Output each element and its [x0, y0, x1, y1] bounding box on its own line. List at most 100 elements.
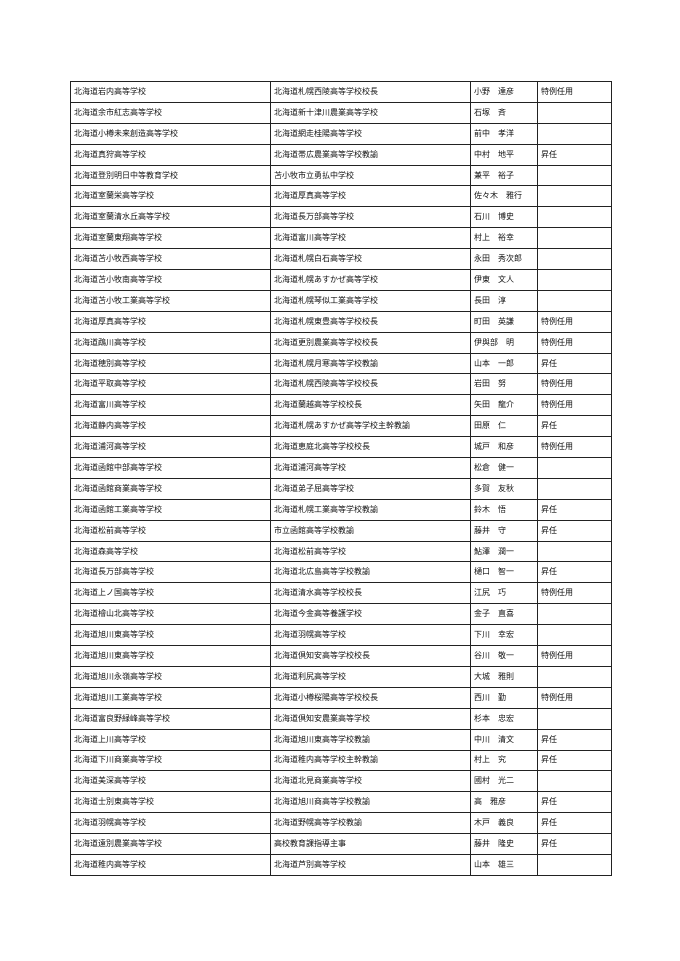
appointment-note-cell: 昇任 — [537, 791, 612, 814]
surname: 大城 — [474, 671, 490, 681]
appointment-note-cell — [537, 665, 612, 688]
previous-position-cell: 北海道北広島高等学校教諭 — [270, 561, 471, 584]
table-row: 北海道余市紅志高等学校 北海道新十津川農業高等学校 石塚斉 — [70, 101, 612, 124]
table-row: 北海道函館商業高等学校 北海道弟子屈高等学校 多賀 友秋 — [70, 477, 612, 500]
surname: 谷川 — [474, 650, 490, 660]
new-school-cell: 北海道函館商業高等学校 — [70, 477, 271, 500]
appointment-note-cell — [537, 477, 612, 500]
given-name: 巧 — [498, 588, 506, 598]
given-name: 和彦 — [498, 442, 514, 452]
previous-position-cell: 北海道札幌西陵高等学校校長 — [270, 81, 471, 103]
surname: 小野 — [474, 86, 490, 96]
person-name-cell: 村上究 — [470, 749, 538, 772]
person-name-cell: 山本 一郎 — [470, 352, 538, 375]
previous-position-cell: 北海道富川高等学校 — [270, 227, 471, 250]
previous-position-cell: 北海道羽幌高等学校 — [270, 624, 471, 647]
new-school-cell: 北海道真狩高等学校 — [70, 143, 271, 166]
new-school-cell: 北海道穂別高等学校 — [70, 352, 271, 375]
previous-position-cell: 北海道蘭越高等学校校長 — [270, 394, 471, 417]
surname: 鮎澤 — [474, 546, 490, 556]
appointment-note-cell — [537, 185, 612, 208]
surname: 石塚 — [474, 107, 490, 117]
table-row: 北海道士別東高等学校 北海道旭川商高等学校教諭高雅彦 昇任 — [70, 791, 612, 814]
new-school-cell: 北海道小樽未来創造高等学校 — [70, 122, 271, 145]
table-row: 北海道厚真高等学校 北海道札幌東豊高等学校校長 町田 英謙 特例任用 — [70, 310, 612, 333]
surname: 前中 — [474, 128, 490, 138]
given-name: 直喜 — [498, 609, 514, 619]
new-school-cell: 北海道旭川東高等学校 — [70, 645, 271, 667]
table-row: 北海道旭川東高等学校 北海道羽幌高等学校 下川 幸宏 — [70, 624, 612, 647]
appointment-note-cell: 昇任 — [537, 749, 612, 772]
surname: 長田 — [474, 295, 490, 305]
person-name-cell: 國村 光二 — [470, 770, 538, 793]
surname: 杉本 — [474, 713, 490, 723]
new-school-cell: 北海道余市紅志高等学校 — [70, 101, 271, 124]
table-row: 北海道小樽未来創造高等学校 北海道網走桂陽高等学校 前中 孝洋 — [70, 122, 612, 145]
table-row: 北海道苫小牧工業高等学校 北海道札幌琴似工業高等学校 長田淳 — [70, 289, 612, 312]
person-name-cell: 中川 清文 — [470, 728, 538, 751]
given-name: 清文 — [498, 734, 514, 744]
person-name-cell: 鈴木悟 — [470, 498, 538, 521]
person-name-cell: 江尻巧 — [470, 582, 538, 605]
given-name: 努 — [498, 379, 506, 389]
person-name-cell: 中村 地平 — [470, 143, 538, 166]
person-name-cell: 町田 英謙 — [470, 310, 538, 333]
surname: 松倉 — [474, 462, 490, 472]
appointment-note-cell — [537, 248, 612, 271]
table-row: 北海道下川商業高等学校 北海道稚内高等学校主幹教諭 村上究昇任 — [70, 749, 612, 772]
surname: 藤井 — [474, 525, 490, 535]
previous-position-cell: 北海道札幌西陵高等学校校長 — [270, 373, 471, 396]
person-name-cell: 石川 博史 — [470, 206, 538, 229]
appointment-note-cell: 特例任用 — [537, 373, 612, 396]
person-name-cell: 矢田 龍介 — [470, 394, 538, 417]
person-name-cell: 谷川 敬一 — [470, 645, 538, 667]
previous-position-cell: 北海道長万部高等学校 — [270, 206, 471, 229]
previous-position-cell: 北海道今金高等養護学校 — [270, 603, 471, 626]
person-name-cell: 金子 直喜 — [470, 603, 538, 626]
previous-position-cell: 北海道札幌琴似工業高等学校 — [270, 289, 471, 312]
surname: 山本 — [474, 859, 490, 869]
previous-position-cell: 北海道野幌高等学校教諭 — [270, 812, 471, 835]
given-name: 英謙 — [498, 316, 514, 326]
given-name: 忠宏 — [498, 713, 514, 723]
previous-position-cell: 北海道新十津川農業高等学校 — [270, 101, 471, 124]
table-row: 北海道富川高等学校 北海道蘭越高等学校校長 矢田 龍介 特例任用 — [70, 394, 612, 417]
new-school-cell: 北海道富良野緑峰高等学校 — [70, 707, 271, 730]
table-row: 北海道松前高等学校 市立函館高等学校教諭 藤井守昇任 — [70, 519, 612, 542]
appointment-note-cell — [537, 540, 612, 563]
appointment-note-cell — [537, 122, 612, 145]
given-name: 裕幸 — [498, 233, 514, 243]
new-school-cell: 北海道鵡川高等学校 — [70, 331, 271, 354]
table-row: 北海道富良野緑峰高等学校 北海道倶知安農業高等学校 杉本 忠宏 — [70, 707, 612, 730]
new-school-cell: 北海道上ノ国高等学校 — [70, 582, 271, 605]
previous-position-cell: 北海道札幌白石高等学校 — [270, 248, 471, 271]
table-row: 北海道函館工業高等学校 北海道札幌工業高等学校教諭 鈴木悟昇任 — [70, 498, 612, 521]
appointment-note-cell — [537, 707, 612, 730]
table-row: 北海道穂別高等学校 北海道札幌月寒高等学校教諭 山本 一郎 昇任 — [70, 352, 612, 375]
surname: 金子 — [474, 609, 490, 619]
table-row: 北海道苫小牧西高等学校 北海道札幌白石高等学校 永田 秀次郎 — [70, 248, 612, 271]
surname: 矢田 — [474, 400, 490, 410]
new-school-cell: 北海道富川高等学校 — [70, 394, 271, 417]
previous-position-cell: 北海道小樽桜陽高等学校校長 — [270, 686, 471, 709]
table-row: 北海道旭川永嶺高等学校 北海道利尻高等学校 大城 雅則 — [70, 665, 612, 688]
new-school-cell: 北海道旭川永嶺高等学校 — [70, 665, 271, 688]
previous-position-cell: 北海道弟子屈高等学校 — [270, 477, 471, 500]
table-row: 北海道真狩高等学校 北海道帯広農業高等学校教諭 中村 地平 昇任 — [70, 143, 612, 166]
new-school-cell: 北海道登別明日中等教育学校 — [70, 164, 271, 187]
new-school-cell: 北海道旭川東高等学校 — [70, 624, 271, 647]
appointment-note-cell — [537, 206, 612, 229]
previous-position-cell: 北海道帯広農業高等学校教諭 — [270, 143, 471, 166]
table-row: 北海道長万部高等学校 北海道北広島高等学校教諭 樋口 智一 昇任 — [70, 561, 612, 584]
previous-position-cell: 北海道札幌東豊高等学校校長 — [270, 310, 471, 333]
table-row: 北海道羽幌高等学校 北海道野幌高等学校教諭 木戸 義良 昇任 — [70, 812, 612, 835]
given-name: 孝洋 — [498, 128, 514, 138]
surname: 高 — [474, 797, 482, 807]
appointment-note-cell: 昇任 — [537, 833, 612, 855]
person-name-cell: 大城 雅則 — [470, 665, 538, 688]
given-name: 幸宏 — [498, 630, 514, 640]
given-name: 雅則 — [498, 671, 514, 681]
given-name: 龍介 — [498, 400, 514, 410]
previous-position-cell: 北海道旭川東高等学校教諭 — [270, 728, 471, 751]
person-name-cell: 長田淳 — [470, 289, 538, 312]
